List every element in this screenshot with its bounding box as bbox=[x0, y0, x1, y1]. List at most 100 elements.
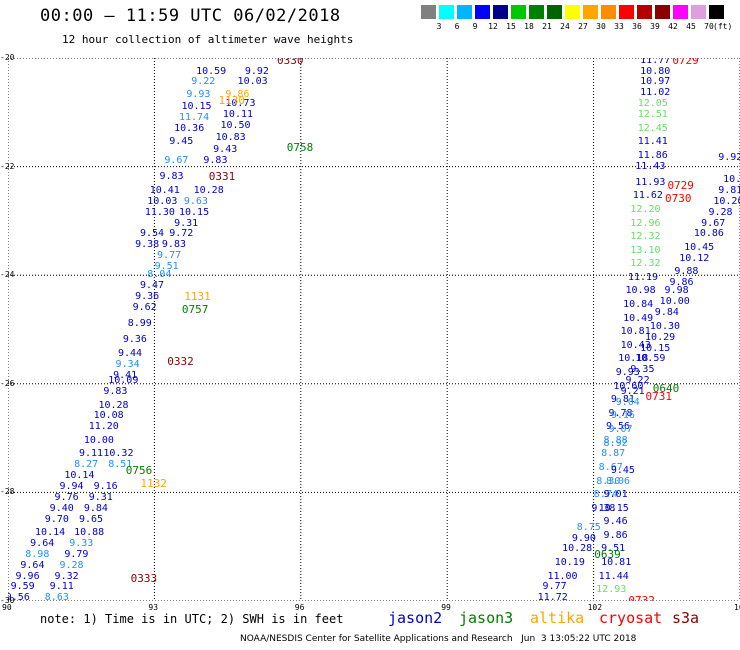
pass-time-label: 0730 bbox=[665, 192, 692, 206]
colorbar-tick-label: 9 bbox=[472, 22, 478, 31]
pass-time-label: 0639 bbox=[594, 547, 621, 561]
colorbar-swatch bbox=[565, 5, 580, 19]
wave-height-label: 10.36 bbox=[174, 122, 205, 134]
wave-height-label: 9.01 bbox=[603, 489, 628, 501]
wave-height-label: 10.15 bbox=[179, 206, 210, 218]
pass-time-label: 1132 bbox=[140, 477, 167, 491]
wave-height-label: 10.50 bbox=[220, 119, 251, 131]
wave-height-label: 8.06 bbox=[606, 475, 631, 487]
wave-height-label: 10.67 bbox=[723, 174, 740, 186]
colorbar-tick-label: 42 bbox=[668, 22, 678, 31]
colorbar-swatch bbox=[529, 5, 544, 19]
wave-height-label: 8.99 bbox=[127, 318, 152, 330]
pass-time-label: 1130 bbox=[218, 94, 245, 108]
wave-height-label: 10.03 bbox=[147, 195, 178, 207]
wave-height-label: 10.18 bbox=[618, 353, 649, 365]
wave-height-label: 10.12 bbox=[679, 252, 710, 264]
wave-height-label: 12.05 bbox=[637, 98, 668, 110]
wave-height-label: 8.75 bbox=[576, 521, 601, 533]
wave-height-label: 10.03 bbox=[237, 76, 268, 88]
wave-height-label: 9.79 bbox=[64, 548, 89, 560]
wave-height-label: 9.72 bbox=[169, 228, 194, 240]
wave-height-label: 10.97 bbox=[640, 76, 671, 88]
wave-height-label: 10.84 bbox=[623, 299, 654, 311]
wave-height-label: 9.83 bbox=[161, 239, 186, 251]
wave-height-label: 8.67 bbox=[598, 461, 623, 473]
wave-height-label: 10.28 bbox=[98, 399, 129, 411]
wave-height-label: 10.14 bbox=[35, 527, 66, 539]
wave-height-label: 9.59 bbox=[10, 581, 35, 593]
wave-height-label: 12.51 bbox=[637, 109, 668, 120]
wave-height-label: 9.41 bbox=[113, 369, 138, 381]
wave-height-label: 11.00 bbox=[547, 570, 578, 582]
wave-height-label: 9.83 bbox=[203, 155, 228, 167]
wave-height-label: 9.62 bbox=[132, 301, 157, 313]
pass-time-label: 0732 bbox=[628, 594, 655, 601]
wave-height-label: 9.64 bbox=[30, 537, 55, 549]
colorbar-swatch bbox=[673, 5, 688, 19]
colorbar-swatch bbox=[583, 5, 598, 19]
wave-height-label: 11.02 bbox=[640, 87, 671, 99]
wave-height-label: 9.93 bbox=[615, 366, 640, 378]
wave-height-label: 9.67 bbox=[164, 155, 189, 167]
wave-height-label: 9.86 bbox=[669, 277, 694, 289]
wave-height-label: 11.62 bbox=[632, 190, 663, 202]
wave-height-label: 9.56 bbox=[8, 592, 30, 601]
pass-time-label: 0332 bbox=[167, 355, 194, 369]
colorbar-swatch bbox=[439, 5, 454, 19]
colorbar-swatch bbox=[421, 5, 436, 19]
wave-height-label: 9.64 bbox=[20, 559, 45, 571]
wave-height-label: 9.77 bbox=[157, 250, 182, 262]
wave-height-label: 9.31 bbox=[88, 491, 113, 503]
colorbar-swatch bbox=[601, 5, 616, 19]
wave-height-label: 9.22 bbox=[625, 375, 650, 387]
wave-height-label: 9.36 bbox=[122, 334, 147, 346]
colorbar-swatch bbox=[655, 5, 670, 19]
longitude-tick-label: 90 bbox=[2, 603, 12, 612]
wave-height-label: 9.44 bbox=[118, 347, 143, 359]
wave-height-label: 12.20 bbox=[630, 204, 661, 216]
legend-s3a: s3a bbox=[672, 609, 700, 627]
latitude-tick-label: -20 bbox=[0, 53, 15, 62]
wave-height-label: 10.08 bbox=[93, 410, 124, 422]
wave-height-label: 10.98 bbox=[625, 285, 656, 297]
wave-height-label: 10.32 bbox=[103, 448, 134, 460]
wave-height-label: 10.86 bbox=[693, 228, 724, 240]
wave-height-label: 11.43 bbox=[635, 160, 666, 172]
wave-height-label: 10.09 bbox=[108, 375, 139, 387]
pass-time-label: 0333 bbox=[130, 572, 158, 586]
wave-height-label: 9.81 bbox=[718, 185, 740, 197]
wave-height-label: 8.98 bbox=[25, 548, 50, 560]
wave-height-label: 8.63 bbox=[44, 592, 69, 601]
pass-time-label: 0731 bbox=[645, 390, 672, 404]
wave-height-label: 10.80 bbox=[640, 65, 671, 77]
colorbar-swatch bbox=[511, 5, 526, 19]
wave-height-label: 9.83 bbox=[159, 171, 184, 183]
wave-height-label: 10.83 bbox=[215, 132, 246, 144]
wave-height-label: 10.28 bbox=[562, 543, 593, 555]
colorbar-tick-label: 27 bbox=[578, 22, 588, 31]
wave-height-label: 10.81 bbox=[620, 326, 651, 338]
pass-time-label: 0729 bbox=[667, 178, 694, 192]
wave-height-label: 10.45 bbox=[684, 242, 715, 254]
wave-height-label: 11.20 bbox=[88, 421, 119, 433]
wave-height-label: 10.15 bbox=[181, 100, 212, 112]
wave-height-label: 9.40 bbox=[49, 502, 74, 514]
colorbar-swatch bbox=[637, 5, 652, 19]
wave-height-label: 9.04 bbox=[615, 396, 640, 408]
wave-height-label: 9.76 bbox=[54, 491, 79, 503]
wave-height-label: 9.21 bbox=[620, 385, 645, 397]
wave-height-label: 8.51 bbox=[108, 459, 133, 471]
wave-height-label: 9.28 bbox=[59, 559, 84, 571]
wave-height-label: 9.88 bbox=[674, 266, 699, 278]
wave-height-label: 10.41 bbox=[149, 185, 180, 197]
pass-time-label: 0758 bbox=[286, 140, 314, 154]
wave-height-label: 9.16 bbox=[93, 480, 118, 492]
wave-height-label: 9.22 bbox=[191, 76, 216, 88]
wave-height-label: 11.41 bbox=[637, 136, 668, 148]
colorbar-tick-label: 33 bbox=[614, 22, 624, 31]
wave-height-label: 12.45 bbox=[637, 122, 668, 134]
wave-height-label: 10.28 bbox=[193, 185, 224, 197]
colorbar-tick-label: 30 bbox=[596, 22, 606, 31]
wave-height-label: 11.74 bbox=[179, 111, 210, 123]
